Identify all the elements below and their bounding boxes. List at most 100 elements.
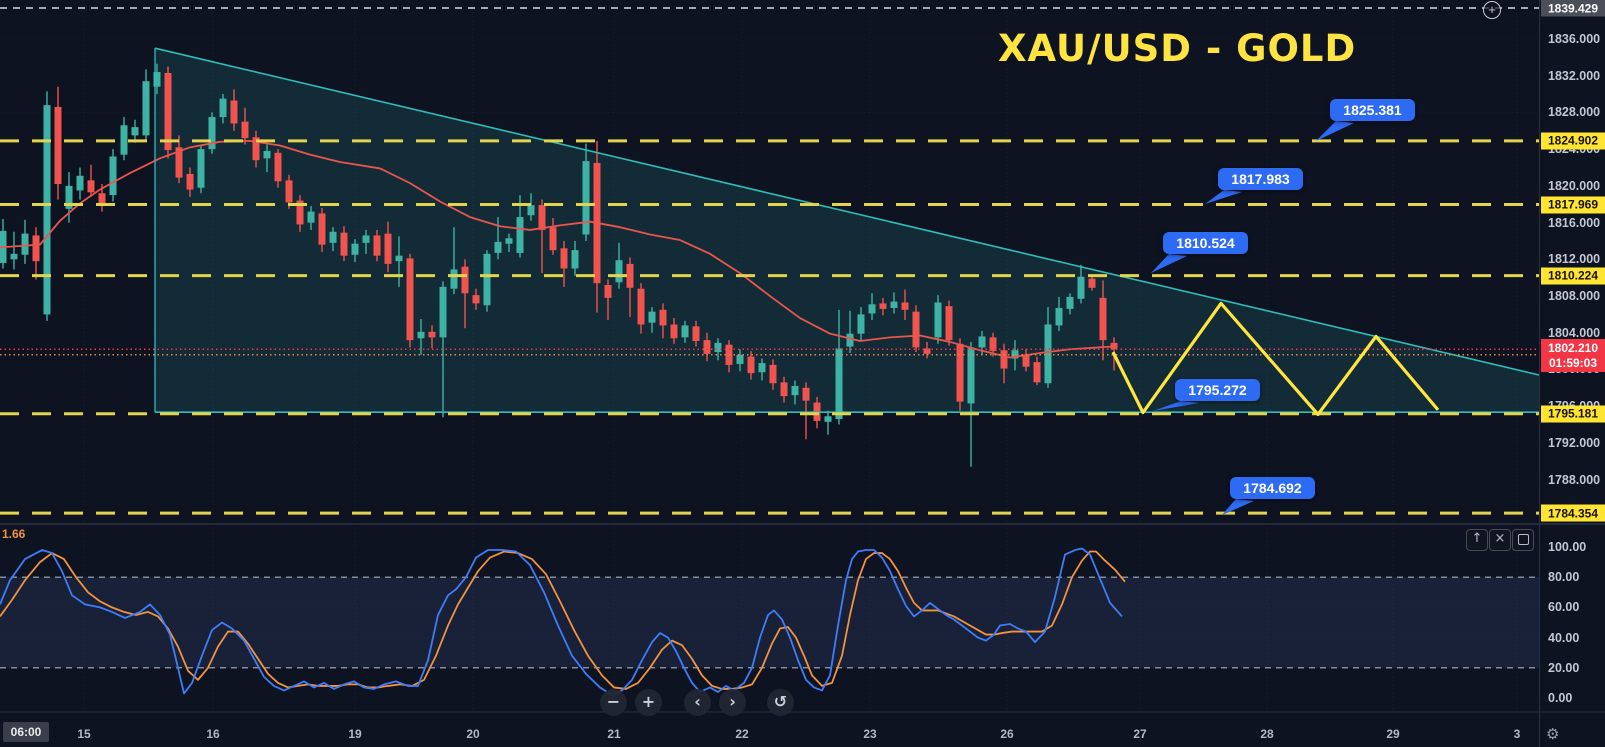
price-tick-label: 1792.000 [1548,435,1601,450]
candle-body [802,387,810,401]
time-tick-label[interactable]: 29 [1386,727,1400,741]
price-tick-label: 1808.000 [1548,289,1601,304]
price-tick-label: 1788.000 [1548,472,1601,487]
stochastic-value-label: 1.66 [2,527,26,541]
scroll-left-button[interactable]: ‹ [684,689,711,716]
timezone-gear-icon[interactable]: ⚙ [1546,725,1560,743]
add-alert-plus-icon[interactable]: + [1483,1,1501,19]
stochastic-k-line[interactable] [0,547,1123,696]
time-tick-label[interactable]: 21 [607,727,621,741]
time-tick-label[interactable]: 26 [1000,727,1014,741]
price-callout[interactable]: 1784.692 [1230,477,1315,499]
candle-body [549,227,557,251]
candle-body [1077,276,1085,299]
candle-body [472,295,480,304]
candle-body [736,354,744,364]
price-callout[interactable]: 1817.983 [1218,168,1303,190]
time-tick-label[interactable]: 23 [863,727,877,741]
time-tick-label[interactable]: 22 [735,727,749,741]
candle-body [87,180,95,193]
maximize-icon [1517,534,1529,545]
candle-body [406,258,414,341]
triangle-pattern-fill[interactable] [155,48,1539,413]
current-price-value: 1802.210 [1547,340,1599,355]
candle-body [791,386,799,396]
chart-title: XAU/USD - GOLD [998,27,1357,70]
candle-body [274,152,282,182]
moving-average-line[interactable] [0,139,1114,359]
candle-body [54,106,62,185]
candle-body [659,309,667,326]
candle-body [769,364,777,384]
pane-close-button[interactable]: × [1489,529,1511,551]
candle-body [461,266,469,294]
zoom-in-button[interactable]: + [635,689,662,716]
candle-body [582,161,590,235]
candle-body [98,193,106,205]
candle-body [351,243,359,255]
trendline-upper[interactable] [154,47,1540,376]
price-callout[interactable]: 1825.381 [1330,99,1415,121]
candle-body [516,217,524,253]
stochastic-d-line[interactable] [0,550,1126,690]
candle-body [131,127,139,136]
candle-body [615,260,623,283]
candle-body [1022,354,1030,367]
oscillator-tick-label: 80.00 [1548,570,1580,585]
time-tick-label[interactable]: 20 [466,727,480,741]
scroll-right-button[interactable]: › [719,689,746,716]
time-label-session-start: 06:00 [3,722,49,742]
candle-body [76,175,84,191]
candle-body [780,382,788,397]
candle-body [1099,297,1107,341]
candle-body [934,302,942,338]
oscillator-tick-label: 40.00 [1548,630,1580,645]
pane-move-up-button[interactable]: ↑ [1466,529,1488,551]
candle-body [318,213,326,245]
zigzag-projection[interactable] [1111,301,1440,417]
candle-body [241,121,249,139]
candle-body [989,337,997,352]
candle-body [428,331,436,338]
candle-body [703,340,711,354]
price-tick-label: 1812.000 [1548,252,1601,267]
candle-body [373,235,381,256]
candle-body [560,248,568,269]
oscillator-tick-label: 20.00 [1548,660,1580,675]
candle-body [65,185,73,209]
candle-body [252,137,260,161]
candle-body [945,306,953,341]
price-callout[interactable]: 1795.272 [1175,379,1260,401]
time-tick-label[interactable]: 15 [77,727,91,741]
price-axis[interactable]: 1836.0001832.0001828.0001824.0001820.000… [1539,0,1605,747]
candle-body [32,235,40,262]
candle-body [450,269,458,289]
candle-body [329,231,337,243]
candle-body [857,314,865,334]
callout-tail [1205,190,1242,204]
reset-view-button[interactable]: ↺ [767,689,794,716]
candle-body [208,117,216,150]
candle-body [901,302,909,310]
pane-maximize-button[interactable] [1512,529,1534,551]
candle-body [824,416,832,422]
callout-tail [1153,401,1199,411]
zoom-out-button[interactable]: − [600,689,627,716]
candle-body [21,233,29,255]
candle-body [747,356,755,374]
candle-body [1110,342,1118,350]
time-tick-label[interactable]: 28 [1260,727,1274,741]
candle-body [219,98,227,118]
price-tick-label: 1832.000 [1548,68,1601,83]
oscillator-tick-label: 0.00 [1548,691,1573,705]
time-tick-label[interactable]: 27 [1133,727,1147,741]
candle-body [505,238,513,244]
candle-body [835,348,843,420]
time-tick-label[interactable]: 19 [348,727,362,741]
high-price-label: 1839.429 [1541,0,1605,17]
price-tick-label: 1804.000 [1548,325,1601,340]
price-callout[interactable]: 1810.524 [1163,232,1248,254]
time-tick-label[interactable]: 3 [1513,727,1521,741]
time-tick-label[interactable]: 16 [206,727,220,741]
